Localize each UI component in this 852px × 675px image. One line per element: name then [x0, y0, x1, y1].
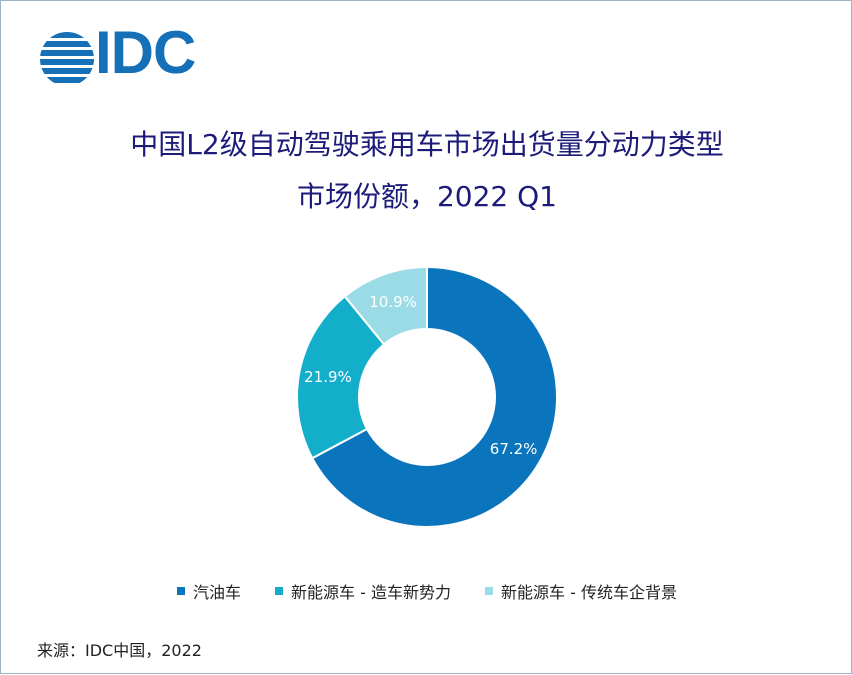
data-label-new-forces: 21.9%	[304, 368, 352, 386]
legend-label-traditional: 新能源车 - 传统车企背景	[501, 583, 677, 602]
globe-icon	[40, 32, 94, 83]
slice-new-forces	[296, 294, 386, 460]
legend-item-new-forces: 新能源车 - 造车新势力	[275, 579, 451, 603]
legend-swatch-new-forces	[275, 587, 284, 595]
data-label-gasoline: 67.2%	[490, 440, 538, 458]
legend-item-traditional: 新能源车 - 传统车企背景	[485, 579, 677, 603]
legend-label-gasoline: 汽油车	[193, 583, 242, 602]
legend-label-new-forces: 新能源车 - 造车新势力	[291, 583, 451, 602]
logo-text: IDC	[95, 19, 196, 86]
legend-item-gasoline: 汽油车	[177, 579, 241, 603]
chart-title-line-2: 市场份额，2022 Q1	[296, 180, 557, 213]
legend-swatch-gasoline	[177, 587, 186, 595]
source-note: 来源：IDC中国，2022	[37, 641, 202, 660]
legend-swatch-traditional	[485, 587, 493, 595]
data-label-traditional: 10.9%	[369, 293, 417, 311]
slice-traditional	[343, 265, 428, 346]
idc-logo	[40, 32, 94, 83]
slice-gasoline	[310, 265, 558, 528]
chart-title-line-1: 中国L2级自动驾驶乘用车市场出货量分动力类型	[130, 128, 724, 161]
legend: 汽油车 新能源车 - 造车新势力 新能源车 - 传统车企背景	[1, 579, 852, 603]
